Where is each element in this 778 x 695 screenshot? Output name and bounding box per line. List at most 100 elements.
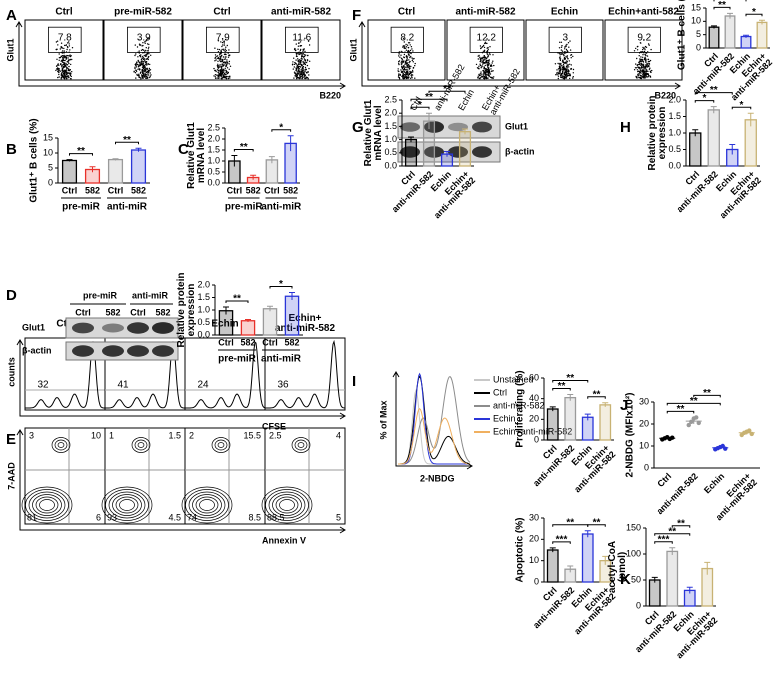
cell-dot: [565, 71, 567, 74]
cell-dot: [144, 60, 146, 62]
cell-dot: [225, 50, 227, 52]
cell-dot: [226, 44, 228, 47]
cell-dot: [65, 58, 68, 60]
y-tick-label: 1.0: [668, 127, 681, 137]
quadrant-value: 8.5: [248, 512, 261, 522]
gate-value: 11.6: [292, 33, 311, 44]
cell-dot: [134, 44, 136, 46]
cell-dot: [484, 59, 486, 61]
cell-dot: [561, 50, 564, 52]
cell-dot: [142, 77, 144, 80]
cell-dot: [404, 66, 406, 68]
cell-dot: [407, 77, 409, 79]
row-label: Glut1: [505, 121, 528, 131]
cell-dot: [407, 49, 409, 52]
cell-dot: [145, 39, 148, 41]
cell-dot: [556, 72, 558, 74]
cell-dot: [303, 69, 305, 71]
error-bar: [727, 12, 733, 19]
cell-dot: [562, 75, 564, 77]
quadrant-value: 4: [336, 430, 341, 440]
cell-dot: [561, 45, 563, 47]
cell-dot: [134, 66, 136, 69]
cell-dot: [220, 75, 222, 78]
cfse-value: 24: [197, 380, 209, 391]
cell-dot: [478, 68, 480, 70]
cell-dot: [566, 75, 568, 78]
cell-dot: [481, 61, 483, 64]
cell-dot: [226, 67, 229, 69]
cell-dot: [305, 54, 307, 56]
cell-dot: [147, 74, 150, 76]
cell-dot: [147, 57, 149, 60]
cell-dot: [140, 58, 143, 61]
cell-dot: [220, 55, 223, 57]
cell-dot: [225, 71, 227, 74]
cell-dot: [478, 74, 481, 77]
cell-dot: [293, 77, 295, 79]
cell-dot: [640, 75, 643, 77]
cell-dot: [147, 76, 149, 78]
cell-dot: [149, 63, 151, 66]
y-tick-label: 15: [43, 132, 53, 142]
cell-dot: [643, 69, 645, 72]
cell-dot: [304, 66, 307, 69]
contour: [134, 439, 148, 451]
cell-dot: [560, 74, 563, 76]
cell-dot: [642, 66, 644, 69]
cell-dot: [224, 76, 226, 79]
cell-dot: [302, 77, 304, 79]
cell-dot: [297, 45, 300, 47]
cell-dot: [143, 74, 146, 76]
contour: [279, 499, 295, 511]
cell-dot: [565, 73, 568, 75]
cell-dot: [225, 46, 227, 48]
cell-dot: [134, 67, 136, 70]
cell-dot: [414, 62, 416, 65]
cell-dot: [58, 59, 60, 61]
cell-dot: [484, 64, 486, 67]
cell-dot: [640, 62, 643, 64]
panel-letter: D: [6, 287, 17, 304]
y-axis-label: Relative Glut1mRNA level: [186, 122, 207, 189]
cell-dot: [61, 74, 63, 77]
cell-dot: [303, 55, 306, 58]
cell-dot: [479, 60, 482, 63]
cell-dot: [398, 76, 401, 79]
cell-dot: [408, 42, 411, 44]
error-bar: [426, 112, 432, 130]
cell-dot: [475, 63, 478, 66]
cell-dot: [564, 77, 567, 79]
cell-dot: [228, 68, 230, 71]
cell-dot: [146, 74, 148, 76]
x-tick-label: Ctrl: [262, 337, 278, 347]
cell-dot: [133, 70, 135, 73]
cell-dot: [642, 58, 644, 61]
cell-dot: [301, 58, 303, 60]
cell-dot: [213, 67, 215, 70]
cell-dot: [409, 49, 412, 52]
cell-dot: [412, 50, 414, 52]
cell-dot: [566, 55, 569, 57]
cell-dot: [404, 63, 406, 65]
cell-dot: [68, 45, 71, 47]
cell-dot: [486, 53, 489, 55]
cell-dot: [296, 53, 298, 55]
significance-bracket: [666, 402, 721, 406]
panel-letter: C: [178, 141, 189, 158]
cell-dot: [643, 68, 645, 70]
cell-dot: [66, 54, 68, 57]
cell-dot: [64, 76, 67, 78]
significance-bracket: [233, 149, 254, 152]
cell-dot: [405, 72, 407, 74]
cell-dot: [557, 75, 560, 77]
cell-dot: [480, 73, 482, 75]
cell-dot: [563, 62, 565, 64]
cell-dot: [642, 48, 644, 51]
cell-dot: [63, 65, 65, 67]
cell-dot: [217, 75, 219, 77]
flow-plot: [604, 19, 683, 81]
cell-dot: [142, 66, 144, 68]
cell-dot: [411, 57, 413, 59]
cell-dot: [485, 61, 488, 63]
